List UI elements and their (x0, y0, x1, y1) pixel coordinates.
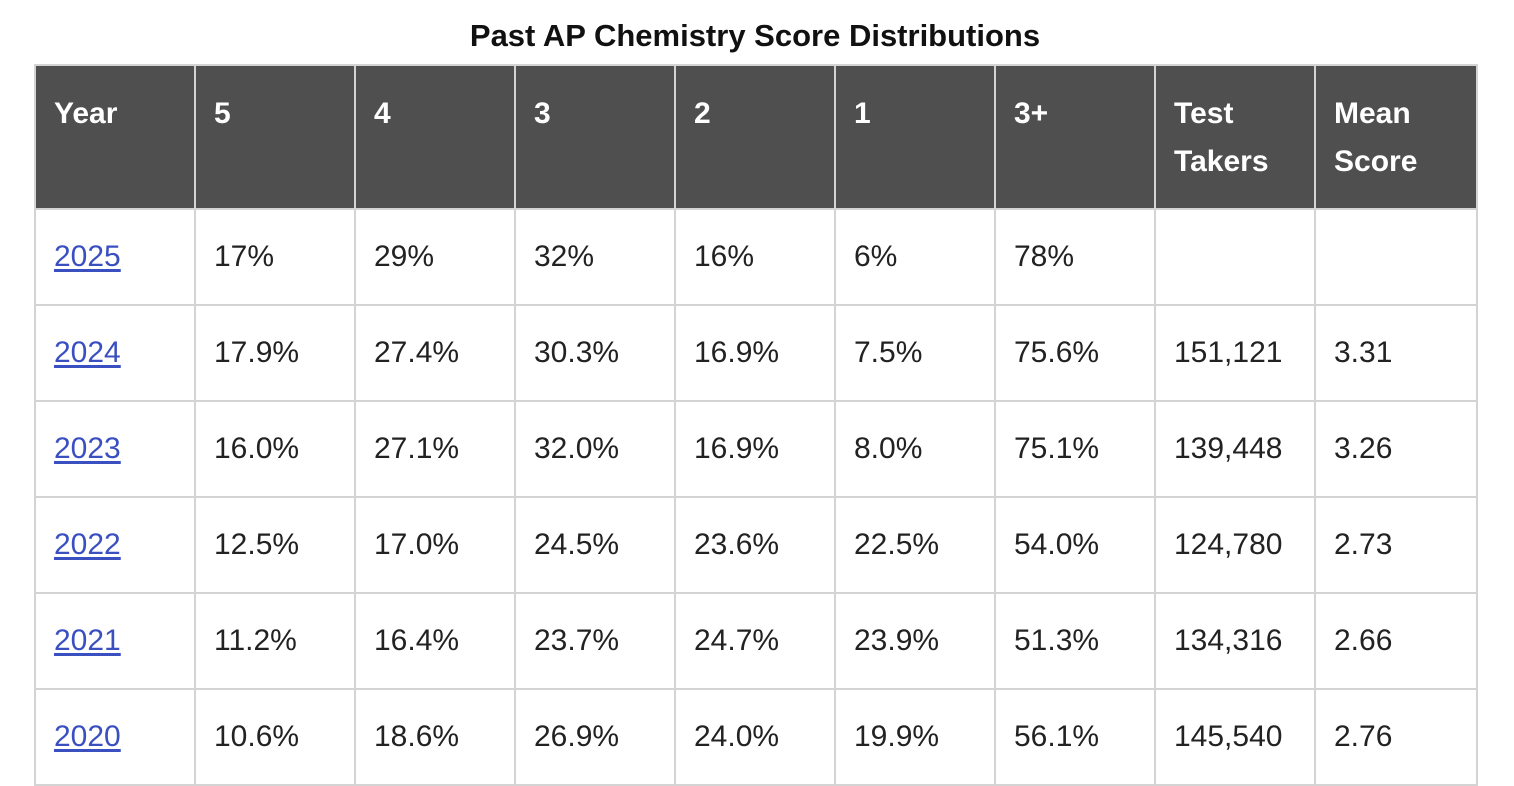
test-takers-cell: 134,316 (1154, 592, 1316, 690)
year-link[interactable]: 2025 (54, 240, 121, 273)
column-header-score-2: 2 (674, 64, 836, 210)
score-3-cell: 32.0% (514, 400, 676, 498)
pass-rate-cell: 75.6% (994, 304, 1156, 402)
column-header-pass-rate: 3+ (994, 64, 1156, 210)
score-4-cell: 16.4% (354, 592, 516, 690)
score-5-cell: 12.5% (194, 496, 356, 594)
score-3-cell: 24.5% (514, 496, 676, 594)
score-1-cell: 7.5% (834, 304, 996, 402)
score-4-cell: 17.0% (354, 496, 516, 594)
test-takers-cell: 124,780 (1154, 496, 1316, 594)
score-2-cell: 16.9% (674, 400, 836, 498)
score-4-cell: 29% (354, 208, 516, 306)
column-header-score-5: 5 (194, 64, 356, 210)
test-takers-cell (1154, 208, 1316, 306)
score-3-cell: 23.7% (514, 592, 676, 690)
table-row: 2021 11.2% 16.4% 23.7% 24.7% 23.9% 51.3%… (34, 592, 1478, 690)
table-row: 2024 17.9% 27.4% 30.3% 16.9% 7.5% 75.6% … (34, 304, 1478, 402)
test-takers-cell: 151,121 (1154, 304, 1316, 402)
table-row: 2025 17% 29% 32% 16% 6% 78% (34, 208, 1478, 306)
score-4-cell: 27.1% (354, 400, 516, 498)
pass-rate-cell: 56.1% (994, 688, 1156, 786)
year-cell: 2020 (34, 688, 196, 786)
test-takers-cell: 139,448 (1154, 400, 1316, 498)
year-link[interactable]: 2021 (54, 624, 121, 657)
score-5-cell: 10.6% (194, 688, 356, 786)
column-header-mean-score: Mean Score (1314, 64, 1478, 210)
column-header-score-4: 4 (354, 64, 516, 210)
mean-score-cell (1314, 208, 1478, 306)
column-header-score-3: 3 (514, 64, 676, 210)
year-link[interactable]: 2022 (54, 528, 121, 561)
year-cell: 2022 (34, 496, 196, 594)
score-2-cell: 24.0% (674, 688, 836, 786)
score-5-cell: 17% (194, 208, 356, 306)
table-title: Past AP Chemistry Score Distributions (469, 18, 1041, 53)
table-row: 2023 16.0% 27.1% 32.0% 16.9% 8.0% 75.1% … (34, 400, 1478, 498)
score-distribution-table: Year 5 4 3 2 1 3+ Test Takers Mean Score… (34, 64, 1478, 786)
score-1-cell: 23.9% (834, 592, 996, 690)
table-row: 2022 12.5% 17.0% 24.5% 23.6% 22.5% 54.0%… (34, 496, 1478, 594)
column-header-test-takers: Test Takers (1154, 64, 1316, 210)
year-cell: 2025 (34, 208, 196, 306)
table-row: 2020 10.6% 18.6% 26.9% 24.0% 19.9% 56.1%… (34, 688, 1478, 786)
test-takers-cell: 145,540 (1154, 688, 1316, 786)
score-3-cell: 26.9% (514, 688, 676, 786)
score-1-cell: 8.0% (834, 400, 996, 498)
mean-score-cell: 3.26 (1314, 400, 1478, 498)
pass-rate-cell: 54.0% (994, 496, 1156, 594)
score-3-cell: 30.3% (514, 304, 676, 402)
pass-rate-cell: 75.1% (994, 400, 1156, 498)
score-2-cell: 16% (674, 208, 836, 306)
column-header-year: Year (34, 64, 196, 210)
year-link[interactable]: 2024 (54, 336, 121, 369)
score-2-cell: 23.6% (674, 496, 836, 594)
score-1-cell: 19.9% (834, 688, 996, 786)
year-cell: 2021 (34, 592, 196, 690)
score-5-cell: 16.0% (194, 400, 356, 498)
mean-score-cell: 2.66 (1314, 592, 1478, 690)
year-cell: 2024 (34, 304, 196, 402)
score-1-cell: 22.5% (834, 496, 996, 594)
year-link[interactable]: 2020 (54, 720, 121, 753)
pass-rate-cell: 78% (994, 208, 1156, 306)
score-5-cell: 17.9% (194, 304, 356, 402)
score-2-cell: 24.7% (674, 592, 836, 690)
score-4-cell: 18.6% (354, 688, 516, 786)
mean-score-cell: 2.73 (1314, 496, 1478, 594)
mean-score-cell: 3.31 (1314, 304, 1478, 402)
score-4-cell: 27.4% (354, 304, 516, 402)
header-row: Year 5 4 3 2 1 3+ Test Takers Mean Score (34, 64, 1478, 210)
mean-score-cell: 2.76 (1314, 688, 1478, 786)
pass-rate-cell: 51.3% (994, 592, 1156, 690)
year-link[interactable]: 2023 (54, 432, 121, 465)
score-5-cell: 11.2% (194, 592, 356, 690)
score-1-cell: 6% (834, 208, 996, 306)
year-cell: 2023 (34, 400, 196, 498)
score-3-cell: 32% (514, 208, 676, 306)
score-2-cell: 16.9% (674, 304, 836, 402)
column-header-score-1: 1 (834, 64, 996, 210)
